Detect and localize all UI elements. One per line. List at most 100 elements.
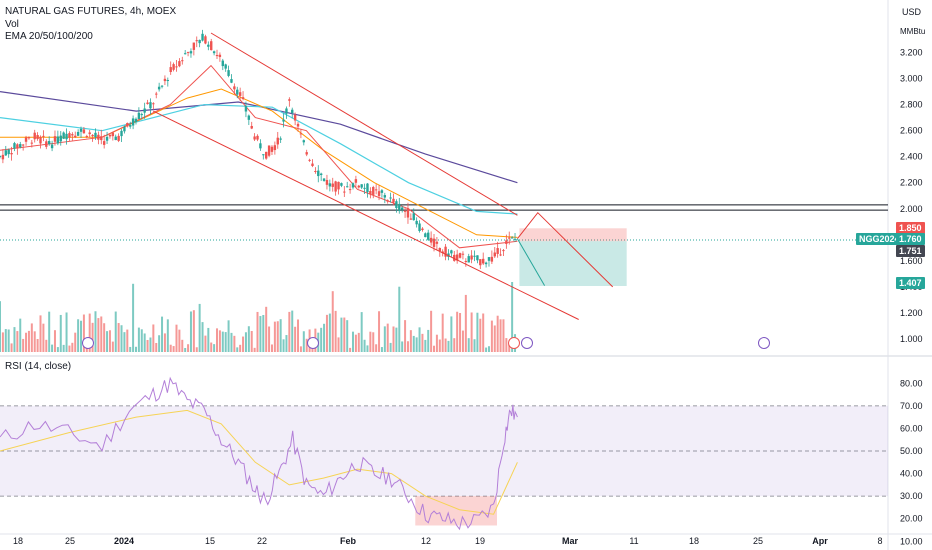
candle-body xyxy=(241,97,245,99)
volume-bar xyxy=(143,333,146,352)
volume-bar xyxy=(236,347,239,352)
candle-body xyxy=(380,190,384,193)
volume-bar xyxy=(100,316,103,352)
ema100-line xyxy=(0,103,518,215)
volume-bar xyxy=(273,321,276,352)
volume-bar xyxy=(401,341,404,352)
candle-body xyxy=(27,137,31,139)
candle-body xyxy=(183,53,187,55)
candle-body xyxy=(120,130,123,137)
volume-bar xyxy=(372,332,375,352)
candle-body xyxy=(276,137,279,145)
candle-body xyxy=(19,144,22,148)
volume-bar xyxy=(294,326,297,352)
candle-body xyxy=(212,51,216,54)
candle-body xyxy=(481,258,485,264)
volume-bar xyxy=(424,339,427,352)
candle-body xyxy=(348,189,352,191)
candle-body xyxy=(264,151,268,159)
candle-body xyxy=(322,178,326,181)
candle-body xyxy=(189,51,193,54)
volume-bar xyxy=(499,319,502,352)
candle-body xyxy=(42,135,45,137)
volume-bar xyxy=(187,344,190,352)
candle-body xyxy=(450,250,453,254)
volume-bar xyxy=(36,339,39,352)
ema-legend: EMA 20/50/100/200 xyxy=(5,31,93,42)
rsi-legend: RSI (14, close) xyxy=(5,361,72,372)
candle-body xyxy=(340,183,343,186)
volume-bar xyxy=(56,347,59,352)
candle-body xyxy=(230,79,233,83)
volume-bar xyxy=(16,331,19,352)
volume-bar xyxy=(482,313,485,352)
volume-bar xyxy=(288,311,291,352)
current-price-tag: 1.760 xyxy=(896,233,925,245)
volume-bar xyxy=(459,312,462,352)
candle-body xyxy=(94,132,97,138)
candle-body xyxy=(30,142,34,144)
candle-body xyxy=(415,220,418,225)
rsi-line xyxy=(0,376,518,531)
volume-bar xyxy=(137,327,140,352)
volume-bar xyxy=(19,318,22,352)
candle-body xyxy=(65,133,68,140)
volume-bar xyxy=(42,323,45,352)
candle-body xyxy=(455,254,459,261)
volume-bar xyxy=(496,315,499,352)
candle-body xyxy=(444,246,447,257)
volume-bar xyxy=(389,342,392,352)
projection-alt-path xyxy=(516,238,546,286)
volume-bar xyxy=(192,310,195,352)
candle-body xyxy=(186,51,190,53)
symbol-tag: NGG2024 xyxy=(856,233,903,245)
volume-bar xyxy=(244,332,247,352)
candle-body xyxy=(354,179,358,183)
candle-body xyxy=(383,195,387,198)
candle-body xyxy=(392,198,395,203)
candle-body xyxy=(363,187,366,189)
volume-bar xyxy=(0,301,1,352)
candle-body xyxy=(100,136,103,141)
candle-body xyxy=(470,255,473,260)
candle-body xyxy=(238,92,242,96)
volume-bar xyxy=(395,327,398,352)
candle-body xyxy=(464,260,468,262)
candle-body xyxy=(253,136,256,140)
volume-bar xyxy=(161,316,164,352)
price-tick-label: 2.800 xyxy=(900,100,923,110)
rsi-tick-label: 30.00 xyxy=(900,491,923,501)
volume-bar xyxy=(80,320,83,352)
candle-body xyxy=(236,89,239,95)
candle-body xyxy=(71,134,74,136)
volume-bar xyxy=(297,319,300,352)
currency-unit[interactable]: USD xyxy=(902,7,922,17)
candle-body xyxy=(331,183,334,187)
volume-bar xyxy=(386,323,389,352)
candle-body xyxy=(227,70,230,76)
volume-bar xyxy=(169,344,172,352)
volume-bar xyxy=(227,320,230,352)
volume-bar xyxy=(94,311,97,352)
volume-bar xyxy=(262,314,265,352)
candle-body xyxy=(282,119,285,122)
candle-body xyxy=(395,201,398,209)
volume-bar xyxy=(132,283,135,352)
candle-body xyxy=(427,232,430,240)
volume-bar xyxy=(247,326,250,352)
candle-body xyxy=(510,237,514,239)
candle-body xyxy=(343,191,346,193)
candle-body xyxy=(291,109,294,113)
volume-bar xyxy=(126,329,129,352)
candle-body xyxy=(91,134,94,137)
volume-bar xyxy=(467,338,470,352)
candle-body xyxy=(215,55,219,57)
volume-bar xyxy=(435,334,438,352)
candle-body xyxy=(218,54,222,58)
candle-body xyxy=(305,152,308,155)
candle-body xyxy=(47,141,51,145)
volume-bar xyxy=(354,334,357,352)
candle-body xyxy=(10,152,13,155)
volume-bar xyxy=(392,326,395,352)
